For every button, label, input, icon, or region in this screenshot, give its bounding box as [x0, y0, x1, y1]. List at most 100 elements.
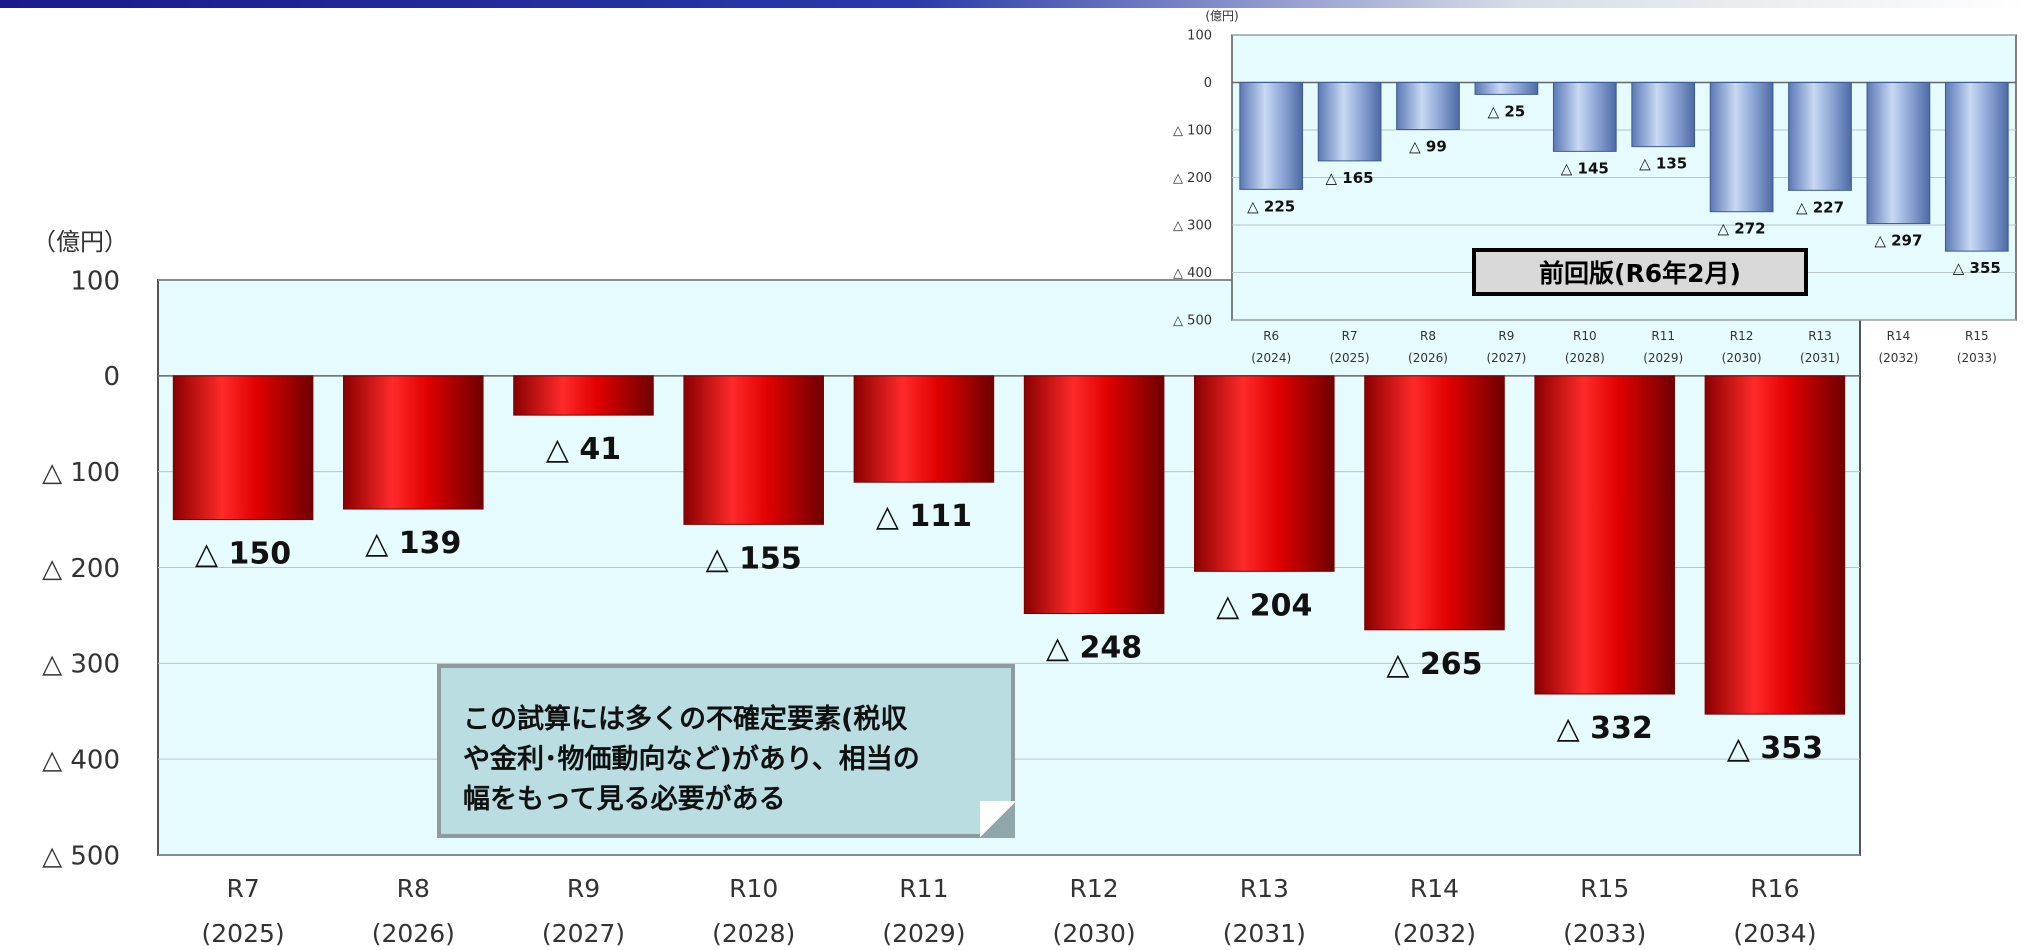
main-bar: [1704, 375, 1846, 715]
main-y-tick-label: △ 300: [42, 650, 120, 680]
main-x-tick-year: (2026): [372, 919, 455, 948]
main-y-tick-label: 0: [103, 362, 120, 392]
inset-data-label: △ 355: [1953, 259, 2001, 277]
inset-data-label: △ 165: [1326, 169, 1374, 187]
inset-y-tick-label: △ 400: [1173, 266, 1212, 281]
note-line: や金利･物価動向など)があり、相当の: [463, 744, 920, 775]
inset-x-tick-label: R6: [1263, 329, 1279, 343]
main-data-label: △ 248: [1046, 631, 1142, 666]
inset-x-tick-year: (2029): [1643, 351, 1683, 365]
note-line: 幅をもって見る必要がある: [463, 784, 786, 815]
main-unit-label: （億円）: [32, 228, 128, 256]
inset-x-tick-label: R13: [1808, 329, 1832, 343]
inset-x-tick-year: (2028): [1565, 351, 1605, 365]
main-bar: [853, 375, 995, 483]
main-x-tick-label: R8: [397, 874, 430, 903]
main-bar: [513, 375, 654, 416]
inset-bar: [1788, 82, 1852, 191]
main-data-label: △ 139: [365, 526, 461, 561]
inset-title: 前回版(R6年2月): [1539, 259, 1741, 288]
inset-title-box: [1472, 248, 1808, 296]
main-bar: [1364, 375, 1505, 631]
inset-bar: [1709, 82, 1774, 213]
inset-data-label: △ 272: [1718, 220, 1766, 238]
inset-bar: [1396, 82, 1460, 131]
inset-x-tick-year: (2030): [1722, 351, 1762, 365]
main-x-tick-year: (2027): [542, 919, 625, 948]
inset-x-tick-year: (2027): [1486, 351, 1526, 365]
main-y-tick-label: △ 400: [42, 746, 120, 776]
main-x-tick-label: R16: [1750, 874, 1799, 903]
main-x-tick-year: (2031): [1223, 919, 1306, 948]
main-x-tick-year: (2032): [1393, 919, 1476, 948]
main-x-tick-label: R7: [226, 874, 259, 903]
inset-y-tick-label: 0: [1204, 76, 1212, 91]
inset-bar: [1944, 82, 2009, 252]
inset-data-label: △ 297: [1874, 232, 1922, 250]
main-y-tick-label: △ 200: [42, 554, 120, 584]
inset-x-tick-year: (2026): [1408, 351, 1448, 365]
main-data-label: △ 353: [1727, 731, 1823, 766]
main-x-tick-year: (2034): [1733, 919, 1816, 948]
inset-x-tick-year: (2025): [1330, 351, 1370, 365]
main-x-tick-year: (2029): [882, 919, 965, 948]
inset-x-tick-label: R10: [1573, 329, 1597, 343]
main-x-tick-label: R11: [899, 874, 948, 903]
inset-bar: [1552, 82, 1617, 152]
inset-x-tick-label: R11: [1651, 329, 1675, 343]
inset-x-tick-label: R14: [1887, 329, 1911, 343]
main-data-label: △ 265: [1386, 647, 1482, 682]
main-x-tick-year: (2033): [1563, 919, 1646, 948]
inset-x-tick-label: R12: [1730, 329, 1754, 343]
main-y-tick-label: △ 500: [42, 841, 120, 871]
main-x-tick-year: (2028): [712, 919, 795, 948]
inset-x-tick-year: (2032): [1878, 351, 1918, 365]
inset-x-tick-label: R15: [1965, 329, 1989, 343]
main-bar: [172, 375, 314, 521]
inset-data-label: △ 225: [1247, 197, 1295, 215]
main-x-tick-label: R9: [567, 874, 600, 903]
main-data-label: △ 111: [876, 499, 972, 534]
main-data-label: △ 332: [1557, 711, 1653, 746]
inset-bar: [1474, 82, 1539, 95]
inset-unit-label: (億円): [1205, 9, 1238, 23]
main-bar: [1534, 375, 1675, 695]
inset-y-tick-label: △ 300: [1173, 219, 1212, 234]
inset-x-tick-label: R9: [1498, 329, 1514, 343]
main-bar: [1023, 375, 1165, 615]
main-x-tick-year: (2030): [1053, 919, 1136, 948]
main-bar: [1194, 375, 1335, 572]
main-bar: [343, 375, 484, 510]
inset-data-label: △ 99: [1409, 138, 1447, 156]
main-x-tick-label: R15: [1580, 874, 1629, 903]
inset-y-tick-label: 100: [1187, 29, 1212, 44]
main-data-label: △ 155: [706, 541, 802, 576]
main-data-label: △ 41: [546, 432, 621, 467]
inset-data-label: △ 25: [1488, 102, 1526, 120]
inset-x-tick-year: (2024): [1251, 351, 1291, 365]
inset-data-label: △ 145: [1561, 159, 1609, 177]
main-x-tick-label: R13: [1240, 874, 1289, 903]
inset-bar: [1631, 82, 1696, 148]
main-data-label: △ 150: [195, 537, 291, 572]
inset-bar: [1866, 82, 1931, 225]
main-bar: [683, 375, 824, 525]
inset-bar: [1317, 82, 1382, 162]
note-callout: この試算には多くの不確定要素(税収 や金利･物価動向など)があり、相当の 幅をも…: [437, 664, 1015, 838]
inset-y-tick-label: △ 500: [1173, 314, 1212, 329]
callout-fold-corner: [980, 801, 1015, 838]
inset-x-tick-label: R8: [1420, 329, 1436, 343]
inset-y-tick-label: △ 100: [1173, 124, 1212, 139]
main-x-tick-year: (2025): [202, 919, 285, 948]
title-bar-strip: [0, 0, 2026, 8]
inset-y-tick-label: △ 200: [1173, 171, 1212, 186]
main-x-tick-label: R12: [1070, 874, 1119, 903]
inset-x-tick-year: (2033): [1957, 351, 1997, 365]
inset-bar: [1239, 82, 1304, 190]
note-line: この試算には多くの不確定要素(税収: [463, 704, 908, 735]
main-x-tick-label: R10: [729, 874, 778, 903]
main-x-tick-label: R14: [1410, 874, 1459, 903]
inset-chart: 100 0 △ 100 △ 200 △ 300 △ 400 △ 500 (億円) △ 225 R6…: [1173, 9, 2017, 365]
main-data-label: △ 204: [1216, 588, 1312, 623]
inset-data-label: △ 227: [1796, 198, 1844, 216]
